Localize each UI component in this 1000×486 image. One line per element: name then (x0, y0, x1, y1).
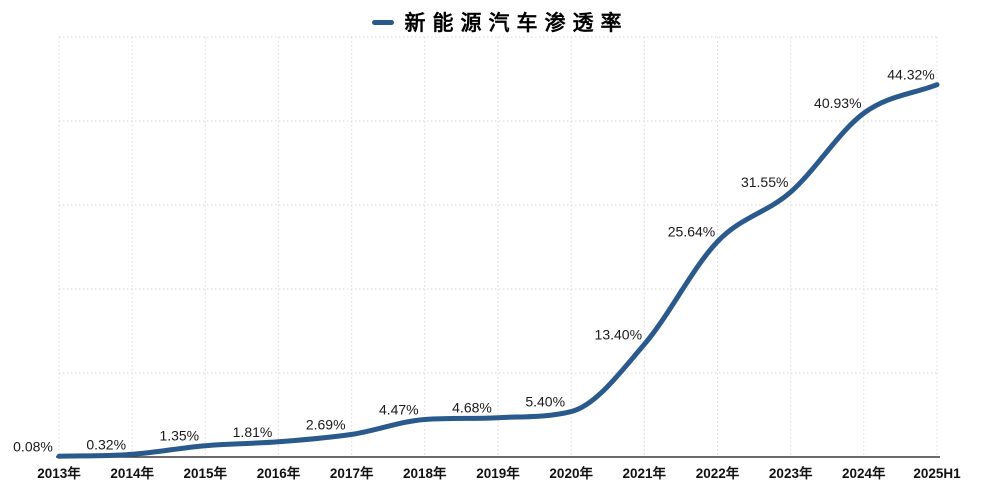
data-label: 5.40% (525, 394, 565, 410)
data-label: 0.08% (13, 438, 53, 454)
x-tick-label: 2024年 (842, 465, 886, 481)
data-label: 2.69% (306, 416, 346, 432)
x-tick-label: 2019年 (476, 465, 520, 481)
data-label: 4.68% (452, 400, 492, 416)
data-label: 1.35% (159, 428, 199, 444)
data-label: 25.64% (668, 224, 715, 240)
legend-label: 新能源汽车渗透率 (404, 12, 629, 35)
line-series-icon (371, 19, 394, 25)
x-tick-label: 2015年 (184, 465, 228, 481)
data-label: 1.81% (233, 424, 273, 440)
data-label: 0.32% (86, 436, 126, 452)
x-tick-label: 2013年 (37, 465, 81, 481)
legend[interactable]: 新能源汽车渗透率 (0, 7, 1000, 37)
x-tick-label: 2022年 (696, 465, 740, 481)
x-tick-label: 2018年 (403, 465, 447, 481)
data-label: 13.40% (595, 326, 642, 342)
x-tick-label: 2020年 (549, 465, 593, 481)
x-tick-label: 2014年 (110, 465, 154, 481)
series-line (56, 82, 940, 459)
data-label: 40.93% (814, 95, 861, 111)
x-tick-label: 2021年 (623, 465, 667, 481)
data-label: 31.55% (741, 174, 788, 190)
x-tick-label: 2017年 (330, 465, 374, 481)
x-tick-label: 2025H1 (913, 466, 961, 481)
x-tick-label: 2016年 (257, 465, 301, 481)
data-label: 4.47% (379, 402, 419, 418)
x-tick-label: 2023年 (769, 465, 813, 481)
data-label: 44.32% (887, 67, 934, 83)
